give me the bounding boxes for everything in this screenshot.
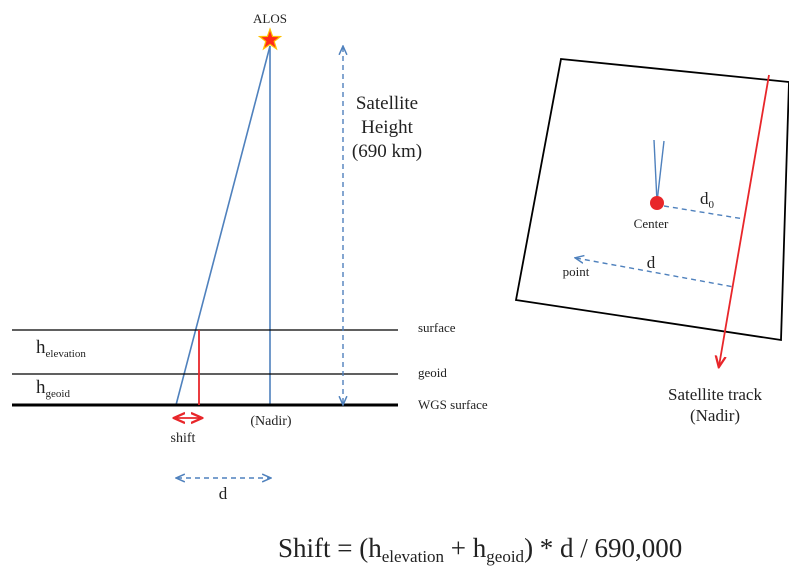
h-geoid-label: hgeoid xyxy=(36,377,70,400)
satellite-track-label-line1: Satellite track xyxy=(668,385,762,404)
h-geoid-letter: h xyxy=(36,377,46,398)
image-footprint-frame xyxy=(514,58,789,342)
satellite-height-label-line2: Height xyxy=(361,117,413,138)
satellite-track-label-line2: (Nadir) xyxy=(690,406,740,425)
h-elevation-letter: h xyxy=(36,337,46,358)
satellite-track-line xyxy=(719,74,770,366)
formula-sub-geoid: geoid xyxy=(486,547,524,566)
d0-distance-line xyxy=(663,205,745,220)
h-elevation-label: helevation xyxy=(36,337,86,360)
shift-formula: Shift = (helevation + hgeoid) * d / 690,… xyxy=(278,533,682,566)
view-line-right xyxy=(656,140,665,203)
surface-label: surface xyxy=(418,320,456,335)
center-point xyxy=(650,196,664,210)
view-line-left xyxy=(653,139,658,203)
satellite-label: ALOS xyxy=(253,11,287,26)
point-label: point xyxy=(563,264,590,279)
satellite-height-label-line1: Satellite xyxy=(356,93,418,114)
shift-label: shift xyxy=(171,431,196,446)
formula-lhs: Shift = (h xyxy=(278,533,382,563)
nadir-label: (Nadir) xyxy=(250,414,292,429)
point-d-label: d xyxy=(647,253,656,272)
line-of-sight xyxy=(175,45,271,406)
d0-subscript: 0 xyxy=(709,199,715,211)
d0-letter: d xyxy=(700,189,709,208)
formula-plus: + h xyxy=(444,533,487,563)
d-distance-label: d xyxy=(219,484,228,503)
center-label: Center xyxy=(634,216,669,231)
h-elevation-subscript: elevation xyxy=(46,348,87,360)
h-geoid-subscript: geoid xyxy=(46,388,71,400)
satellite-height-label-line3: (690 km) xyxy=(352,141,422,162)
formula-rhs: ) * d / 690,000 xyxy=(524,533,682,563)
wgs-surface-label: WGS surface xyxy=(418,397,488,412)
formula-sub-elevation: elevation xyxy=(382,547,445,566)
satellite-star-icon xyxy=(257,27,283,51)
geoid-label: geoid xyxy=(418,365,447,380)
d0-label: d0 xyxy=(700,189,715,211)
